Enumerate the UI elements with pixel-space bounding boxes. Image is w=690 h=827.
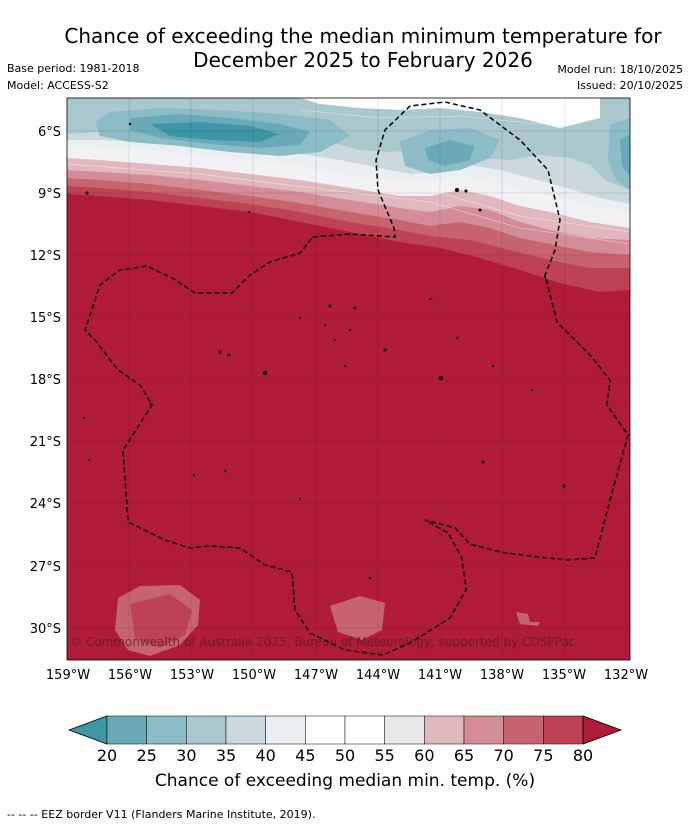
- lat-tick-12s: 12°S: [30, 249, 61, 264]
- colorbar-segment: [106, 715, 147, 745]
- lat-tick-18s: 18°S: [30, 373, 61, 388]
- islands: [82, 122, 566, 592]
- contour-band-65-south-b: [330, 596, 385, 640]
- contour-lines: [67, 109, 630, 245]
- lon-tick-132w: 132°W: [604, 668, 648, 683]
- colorbar-tick-label: 25: [136, 746, 156, 765]
- lat-tick-21s: 21°S: [30, 435, 61, 450]
- lon-tick-141w: 141°W: [418, 668, 462, 683]
- base-period-text: Base period: 1981-2018: [7, 62, 140, 75]
- lon-tick-153w: 153°W: [170, 668, 214, 683]
- colorbar: 20 25 30 35 40 45 50 55 60 65 70 75 80: [67, 715, 623, 765]
- contour-band-65-south-c: [516, 612, 540, 626]
- lat-tick-15s: 15°S: [30, 311, 61, 326]
- contour-band-30c: [608, 118, 630, 190]
- white-patch: [300, 98, 600, 128]
- colorbar-segment: [265, 715, 306, 745]
- colorbar-tick-label: 60: [414, 746, 434, 765]
- lon-tick-147w: 147°W: [294, 668, 338, 683]
- model-run-text: Model run: 18/10/2025: [557, 63, 683, 76]
- probability-field: [67, 98, 630, 660]
- lat-tick-30s: 30°S: [30, 622, 61, 637]
- colorbar-segment: [146, 715, 187, 745]
- colorbar-tick-label: 20: [97, 746, 117, 765]
- lat-tick-9s: 9°S: [38, 187, 61, 202]
- lat-tick-24s: 24°S: [30, 497, 61, 512]
- contour-band-25b: [425, 140, 475, 166]
- colorbar-tick-label: 30: [176, 746, 196, 765]
- colorbar-segment: [424, 715, 465, 745]
- contour-band-20: [150, 122, 280, 142]
- lon-tick-159w: 159°W: [46, 668, 90, 683]
- colorbar-segment: [384, 715, 425, 745]
- colorbar-title: Chance of exceeding median min. temp. (%…: [154, 771, 536, 791]
- map-title-line-1: Chance of exceeding the median minimum t…: [64, 24, 662, 48]
- colorbar-tick-label: 35: [216, 746, 236, 765]
- colorbar-tick-label: 45: [295, 746, 315, 765]
- colorbar-tick-label: 65: [454, 746, 474, 765]
- colorbar-segment: [344, 715, 385, 745]
- map-title-line-2: December 2025 to February 2026: [193, 48, 533, 72]
- contour-band-75-south: [130, 594, 192, 648]
- colorbar-segment: [463, 715, 504, 745]
- colorbar-segment: [503, 715, 544, 745]
- colorbar-segment: [225, 715, 266, 745]
- colorbar-segment: [186, 715, 227, 745]
- model-text: Model: ACCESS-S2: [7, 79, 109, 92]
- contour-band-25c: [620, 134, 630, 176]
- colorbar-segment: [543, 715, 584, 745]
- lon-tick-138w: 138°W: [480, 668, 524, 683]
- colorbar-tick-label: 50: [335, 746, 355, 765]
- copyright-text: © Commonwealth of Australia 2025, Bureau…: [70, 635, 575, 649]
- lat-tick-27s: 27°S: [30, 560, 61, 575]
- colorbar-segment: [305, 715, 346, 745]
- colorbar-tick-label: 80: [573, 746, 593, 765]
- colorbar-under-arrow: [67, 715, 108, 745]
- colorbar-over-arrow: [582, 715, 623, 745]
- eez-legend-footnote: -- -- -- EEZ border V11 (Flanders Marine…: [7, 808, 316, 821]
- colorbar-tick-label: 40: [255, 746, 275, 765]
- lon-tick-135w: 135°W: [542, 668, 586, 683]
- colorbar-tick-label: 75: [533, 746, 553, 765]
- latitude-tick-labels: 6°S 9°S 12°S 15°S 18°S 21°S 24°S 27°S 30…: [30, 125, 61, 637]
- colorbar-tick-label: 55: [374, 746, 394, 765]
- lon-tick-156w: 156°W: [108, 668, 152, 683]
- issued-text: Issued: 20/10/2025: [576, 79, 683, 92]
- lon-tick-150w: 150°W: [232, 668, 276, 683]
- lon-tick-144w: 144°W: [356, 668, 400, 683]
- lat-tick-6s: 6°S: [38, 125, 61, 140]
- longitude-tick-labels: 159°W 156°W 153°W 150°W 147°W 144°W 141°…: [46, 668, 648, 683]
- map-frame: [66, 97, 631, 661]
- colorbar-tick-label: 70: [493, 746, 513, 765]
